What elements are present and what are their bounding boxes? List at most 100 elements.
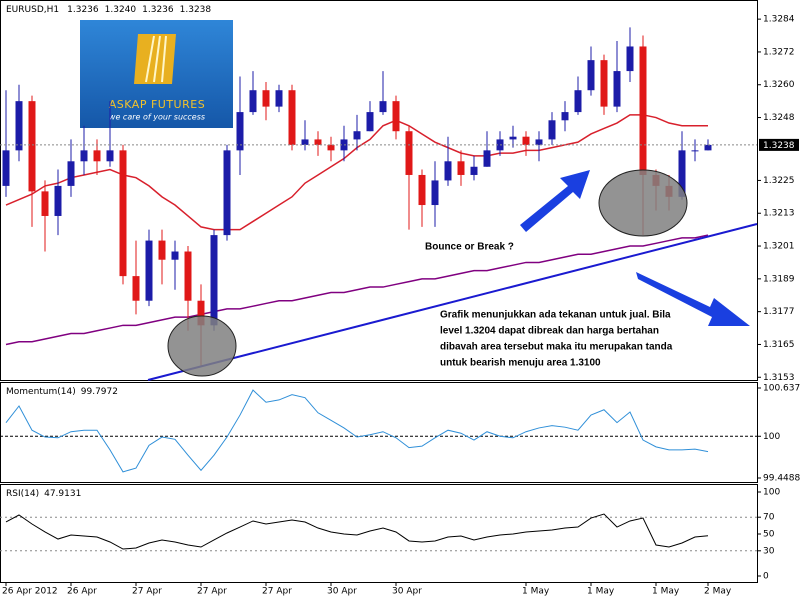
y-tick-label: 1.3165: [763, 340, 795, 350]
candle-body: [379, 101, 387, 113]
candle-body: [444, 161, 452, 181]
main-panel: [0, 0, 758, 381]
candle-body: [262, 90, 270, 107]
x-tick-label: 27 Apr: [262, 587, 292, 597]
y-tick-label: 1.3201: [763, 242, 795, 252]
candle-body: [574, 90, 582, 113]
indicator-value: 47.9131: [44, 489, 81, 499]
candle-body: [704, 144, 712, 151]
candle-body: [249, 90, 257, 113]
logo-icon-stripes: [145, 35, 167, 83]
candle-body: [41, 191, 49, 216]
candle-body: [93, 150, 101, 162]
drawings: Bounce or Break ? Grafik menunjukkan ada…: [147, 169, 758, 381]
candle-body: [288, 90, 296, 145]
candle-body: [470, 166, 478, 175]
y-tick-label: 1.3272: [763, 47, 795, 57]
y-tick-label: 50: [763, 530, 775, 540]
candle-body: [197, 300, 205, 326]
arrow-up: [520, 170, 590, 232]
candle-body: [275, 90, 283, 107]
current-price-label: 1.3238: [763, 141, 795, 151]
candle-body: [561, 112, 569, 121]
candle-body: [626, 46, 634, 72]
data-layer: 1.3284 1.3272 1.3260 1.3248 1.3225 1.3213 1.32…: [0, 15, 800, 597]
panel-title: Momentum(14) 99.7972: [6, 387, 118, 397]
x-tick-label: 1 May: [522, 587, 550, 597]
candle-body: [184, 251, 192, 301]
candle-body: [106, 150, 114, 162]
candle-body: [509, 136, 517, 140]
x-tick-label: 30 Apr: [392, 587, 422, 597]
x-tick-label: 1 May: [652, 587, 680, 597]
candle-body: [223, 150, 231, 236]
x-tick-label: 27 Apr: [132, 587, 162, 597]
candle-body: [678, 150, 686, 197]
x-tick-label: 27 Apr: [197, 587, 227, 597]
indicator-line: [5, 389, 709, 473]
indicator-name: Momentum(14): [6, 387, 76, 397]
candle-body: [535, 139, 543, 145]
last-low: 1.3236: [142, 5, 174, 15]
chart-header: EURUSD,H1 1.3236 1.3240 1.3236 1.3238: [6, 5, 211, 15]
candle-body: [522, 136, 530, 145]
candle-body: [392, 101, 400, 132]
indicator-value: 99.7972: [81, 387, 118, 397]
y-tick-label: 1.3213: [763, 209, 795, 219]
candle-body: [210, 235, 218, 326]
candle-body: [457, 161, 465, 175]
candle-body: [327, 144, 335, 151]
candle-body: [314, 139, 322, 145]
y-tick-label: 0: [763, 572, 769, 582]
trend-line: [147, 223, 758, 381]
last-open: 1.3236: [67, 5, 99, 15]
candle-body: [132, 276, 140, 301]
candle-body: [15, 101, 23, 151]
last-high: 1.3240: [105, 5, 137, 15]
x-tick-label: 2 May: [704, 587, 732, 597]
y-tick-label: 30: [763, 546, 775, 556]
candle-body: [483, 150, 491, 167]
candle-body: [600, 60, 608, 107]
annotation: dibavah area tersebut maka itu merupakan…: [440, 342, 673, 353]
candle-body: [353, 131, 361, 140]
panel-title: RSI(14) 47.9131: [6, 489, 81, 499]
moving-average: [5, 234, 709, 346]
indicator-line: [5, 513, 709, 550]
y-tick-label: 1.3260: [763, 80, 795, 90]
candle-body: [119, 150, 127, 277]
candle-body: [28, 101, 36, 192]
candle-body: [691, 150, 699, 152]
last-close: 1.3238: [180, 5, 212, 15]
y-tick-label: 1.3225: [763, 176, 795, 186]
candle-body: [613, 71, 621, 107]
candle-body: [80, 150, 88, 162]
candle-body: [236, 112, 244, 151]
y-tick-label: 1.3189: [763, 274, 795, 284]
y-tick-label: 100: [763, 488, 780, 498]
candle-body: [2, 150, 10, 186]
annotation: untuk bearish menuju area 1.3100: [440, 358, 601, 369]
y-tick-label: 1.3248: [763, 113, 795, 123]
candle-body: [405, 131, 413, 175]
candle-body: [158, 240, 166, 260]
momentum-panel: [0, 382, 758, 483]
candle-body: [418, 174, 426, 206]
candle-body: [548, 120, 556, 140]
annotation: level 1.3204 dapat dibreak dan harga ber…: [440, 326, 659, 337]
candle-body: [54, 185, 62, 216]
candle-body: [67, 161, 75, 186]
candle-body: [366, 112, 374, 132]
y-tick-label: 70: [763, 513, 775, 523]
symbol: EURUSD,H1: [6, 5, 59, 15]
logo-tagline: we care of your success: [109, 113, 205, 122]
y-tick-label: 1.3284: [763, 15, 795, 25]
candle-body: [587, 60, 595, 91]
candle-body: [431, 180, 439, 206]
indicator-name: RSI(14): [6, 489, 39, 499]
x-tick-label: 1 May: [587, 587, 615, 597]
y-tick-label: 99.4488: [763, 474, 800, 484]
x-tick-label: 26 Apr: [67, 587, 97, 597]
